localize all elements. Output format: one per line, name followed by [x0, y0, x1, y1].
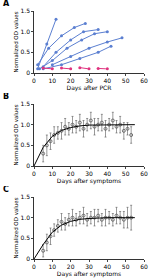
- svg-text:30: 30: [85, 263, 93, 270]
- svg-text:0: 0: [32, 77, 36, 84]
- svg-text:0: 0: [32, 170, 36, 177]
- svg-text:30: 30: [85, 170, 93, 177]
- svg-text:0.5: 0.5: [20, 48, 30, 55]
- svg-text:Days after symptoms: Days after symptoms: [57, 177, 121, 185]
- svg-text:B: B: [3, 93, 9, 101]
- svg-text:40: 40: [104, 170, 112, 177]
- svg-text:Days after PCR: Days after PCR: [67, 84, 112, 92]
- svg-text:10: 10: [49, 77, 57, 84]
- svg-text:50: 50: [122, 170, 130, 177]
- svg-text:40: 40: [104, 77, 112, 84]
- svg-text:C: C: [3, 186, 9, 194]
- svg-text:60: 60: [140, 263, 148, 270]
- svg-text:1.0: 1.0: [20, 28, 30, 35]
- svg-text:Days after symptoms: Days after symptoms: [57, 270, 121, 278]
- svg-text:50: 50: [122, 263, 130, 270]
- svg-text:Normalized OD values: Normalized OD values: [13, 104, 19, 165]
- svg-text:A: A: [3, 0, 10, 8]
- svg-text:1.0: 1.0: [20, 121, 30, 128]
- svg-text:Normalized OD values: Normalized OD values: [13, 11, 19, 72]
- svg-text:Normalized OD values: Normalized OD values: [13, 197, 19, 258]
- svg-text:20: 20: [67, 263, 75, 270]
- svg-text:20: 20: [67, 77, 75, 84]
- svg-text:60: 60: [140, 77, 148, 84]
- svg-text:1.5: 1.5: [20, 193, 30, 200]
- svg-text:10: 10: [49, 170, 57, 177]
- svg-text:20: 20: [67, 170, 75, 177]
- svg-text:40: 40: [104, 263, 112, 270]
- svg-text:0: 0: [26, 69, 30, 76]
- svg-text:1.5: 1.5: [20, 7, 30, 14]
- svg-text:0: 0: [26, 255, 30, 262]
- svg-text:1.5: 1.5: [20, 100, 30, 107]
- svg-text:0.5: 0.5: [20, 141, 30, 148]
- svg-text:30: 30: [85, 77, 93, 84]
- svg-text:10: 10: [49, 263, 57, 270]
- svg-text:1.0: 1.0: [20, 214, 30, 221]
- svg-text:50: 50: [122, 77, 130, 84]
- svg-text:60: 60: [140, 170, 148, 177]
- svg-text:0.5: 0.5: [20, 234, 30, 241]
- svg-text:0: 0: [26, 162, 30, 169]
- svg-text:0: 0: [32, 263, 36, 270]
